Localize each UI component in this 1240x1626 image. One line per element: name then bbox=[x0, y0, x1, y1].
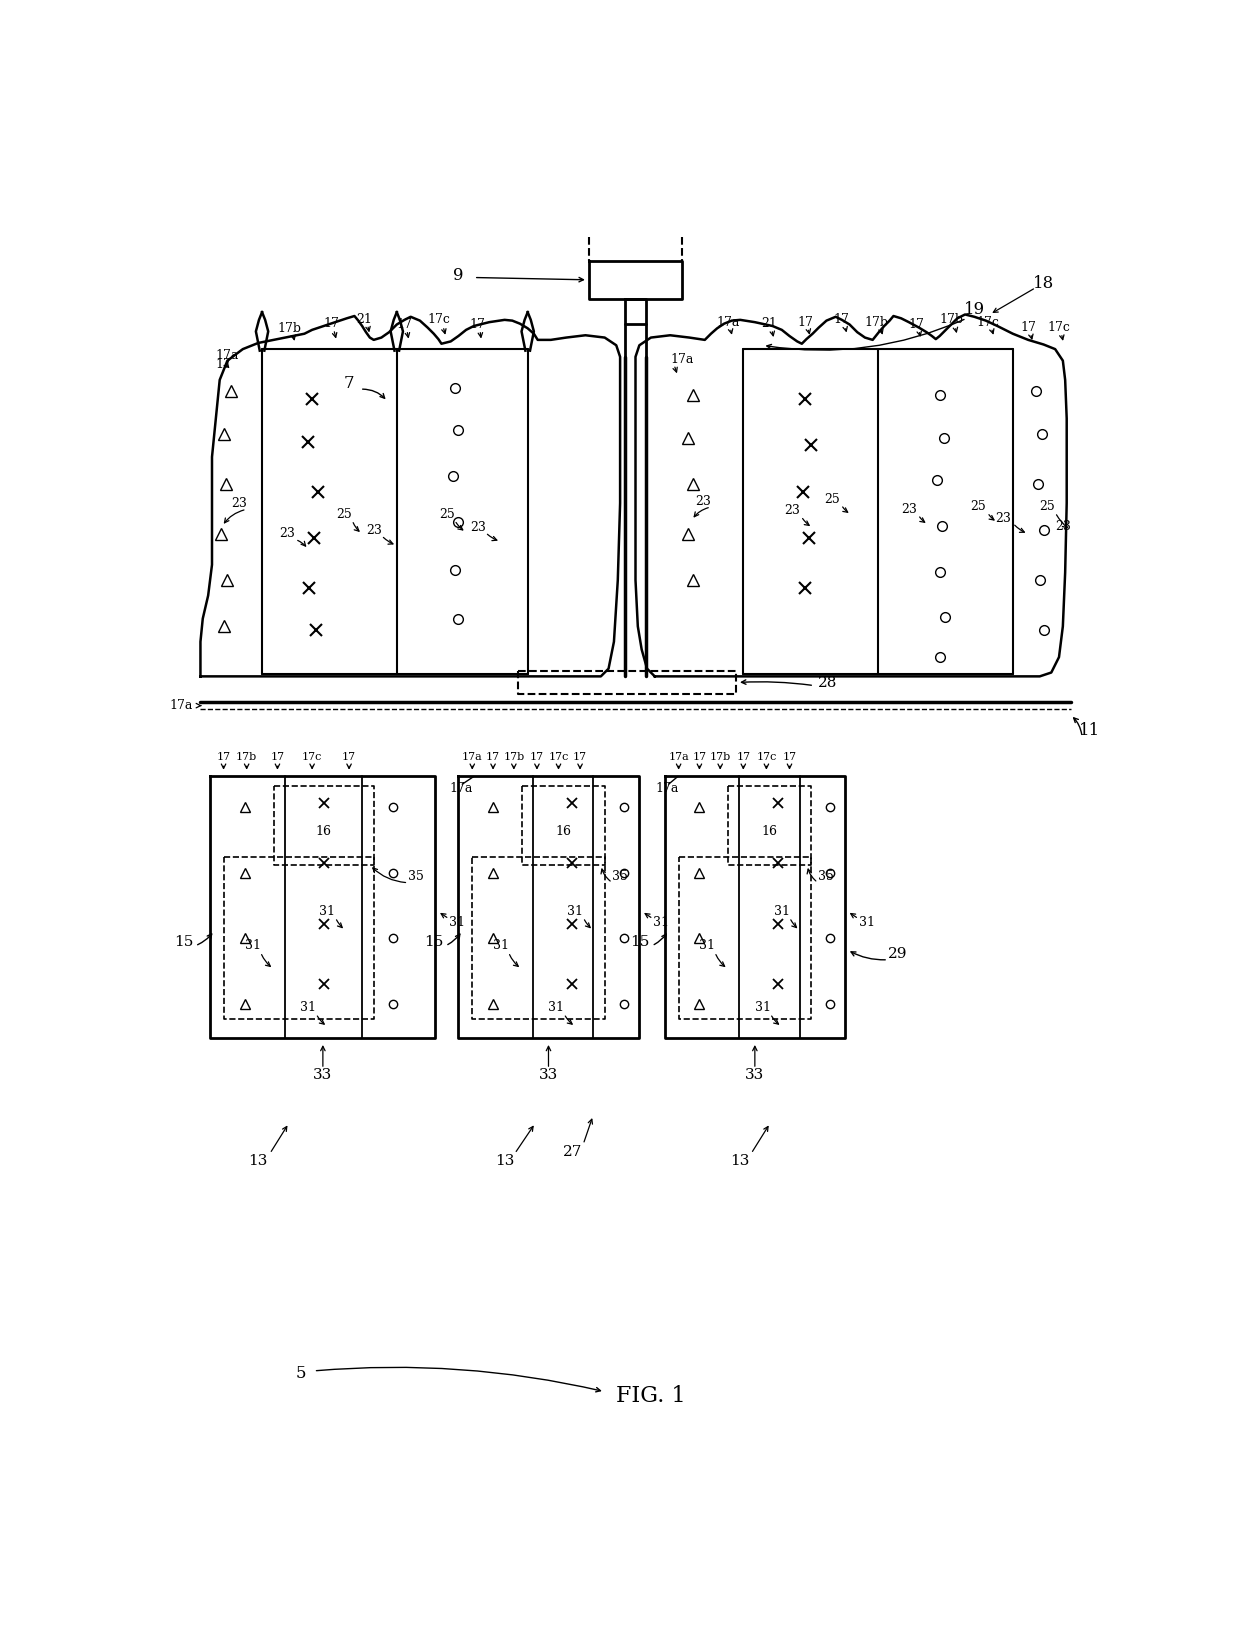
Text: 17b: 17b bbox=[503, 753, 525, 763]
Text: 5: 5 bbox=[295, 1364, 306, 1382]
Text: 17: 17 bbox=[835, 314, 849, 327]
Text: 13: 13 bbox=[495, 1154, 515, 1169]
Text: 25: 25 bbox=[336, 509, 352, 522]
Text: 35: 35 bbox=[817, 870, 833, 883]
Text: 27: 27 bbox=[563, 1145, 582, 1159]
Text: 15: 15 bbox=[174, 935, 193, 950]
Text: 31: 31 bbox=[858, 917, 874, 930]
Text: 17a: 17a bbox=[717, 315, 739, 328]
Text: 25: 25 bbox=[439, 509, 455, 522]
Text: 17a: 17a bbox=[668, 753, 689, 763]
Text: 25: 25 bbox=[1039, 501, 1055, 514]
Text: 15: 15 bbox=[630, 935, 650, 950]
Text: 18: 18 bbox=[1033, 275, 1054, 293]
Text: 23: 23 bbox=[901, 502, 916, 515]
Text: 17b: 17b bbox=[236, 753, 257, 763]
Text: 17: 17 bbox=[216, 358, 232, 371]
Text: 31: 31 bbox=[449, 917, 465, 930]
Text: FIG. 1: FIG. 1 bbox=[616, 1385, 686, 1408]
Text: 33: 33 bbox=[745, 1068, 765, 1083]
Text: 9: 9 bbox=[453, 267, 464, 285]
Text: 28: 28 bbox=[818, 675, 838, 689]
Text: 17b: 17b bbox=[277, 322, 301, 335]
Text: 23: 23 bbox=[366, 524, 382, 537]
Text: 17: 17 bbox=[270, 753, 284, 763]
Text: 17c: 17c bbox=[756, 753, 776, 763]
Text: 25: 25 bbox=[823, 493, 839, 506]
Text: 17: 17 bbox=[470, 319, 486, 332]
Text: 23: 23 bbox=[696, 494, 712, 507]
Text: 17a: 17a bbox=[170, 699, 192, 712]
Text: 17c: 17c bbox=[428, 314, 450, 327]
Text: 23: 23 bbox=[996, 512, 1012, 525]
Text: 17a: 17a bbox=[449, 782, 472, 795]
Text: 17: 17 bbox=[486, 753, 500, 763]
Text: 35: 35 bbox=[408, 870, 424, 883]
Text: 31: 31 bbox=[568, 904, 584, 917]
Text: 23: 23 bbox=[279, 527, 295, 540]
Text: 15: 15 bbox=[424, 935, 444, 950]
Text: 17c: 17c bbox=[977, 315, 999, 328]
Text: 21: 21 bbox=[761, 317, 776, 330]
Text: 35: 35 bbox=[613, 870, 627, 883]
Text: 13: 13 bbox=[248, 1154, 268, 1169]
Text: 17: 17 bbox=[737, 753, 750, 763]
Text: 23: 23 bbox=[784, 504, 800, 517]
Text: 31: 31 bbox=[699, 940, 715, 953]
Text: 31: 31 bbox=[300, 1002, 316, 1015]
Text: 13: 13 bbox=[730, 1154, 749, 1169]
Text: 17a: 17a bbox=[216, 350, 239, 361]
Text: 17: 17 bbox=[324, 317, 340, 330]
Text: 17: 17 bbox=[397, 319, 413, 332]
Text: 11: 11 bbox=[1079, 722, 1100, 738]
Text: 17: 17 bbox=[692, 753, 707, 763]
Text: 17b: 17b bbox=[864, 315, 889, 328]
Text: 16: 16 bbox=[556, 826, 572, 839]
Text: 16: 16 bbox=[761, 826, 777, 839]
Text: 17: 17 bbox=[217, 753, 231, 763]
Text: 17a: 17a bbox=[461, 753, 482, 763]
Text: 31: 31 bbox=[244, 940, 260, 953]
Text: 17: 17 bbox=[342, 753, 356, 763]
Text: 17c: 17c bbox=[548, 753, 569, 763]
Text: 31: 31 bbox=[653, 917, 668, 930]
Text: 23: 23 bbox=[470, 522, 486, 535]
Text: 16: 16 bbox=[316, 826, 331, 839]
Text: 17: 17 bbox=[1021, 320, 1037, 333]
Text: 33: 33 bbox=[314, 1068, 332, 1083]
Text: 7: 7 bbox=[343, 376, 355, 392]
Text: 17a: 17a bbox=[670, 353, 693, 366]
Text: 29: 29 bbox=[888, 946, 906, 961]
Text: 17: 17 bbox=[782, 753, 796, 763]
Text: 31: 31 bbox=[492, 940, 508, 953]
Text: 17a: 17a bbox=[656, 782, 678, 795]
Text: 17c: 17c bbox=[301, 753, 322, 763]
Text: 17: 17 bbox=[797, 315, 813, 328]
Text: 17b: 17b bbox=[939, 314, 963, 327]
Text: 23: 23 bbox=[231, 496, 247, 509]
Text: 17: 17 bbox=[529, 753, 544, 763]
Text: 23: 23 bbox=[1055, 520, 1071, 533]
Text: 17c: 17c bbox=[1048, 320, 1070, 333]
Text: 21: 21 bbox=[357, 312, 372, 325]
Text: 19: 19 bbox=[963, 301, 985, 317]
Text: 33: 33 bbox=[539, 1068, 558, 1083]
Text: 31: 31 bbox=[755, 1002, 770, 1015]
Text: 17b: 17b bbox=[709, 753, 730, 763]
Text: 31: 31 bbox=[774, 904, 790, 917]
Text: 25: 25 bbox=[970, 501, 986, 514]
Text: 31: 31 bbox=[320, 904, 336, 917]
Text: 17: 17 bbox=[573, 753, 587, 763]
Text: 17: 17 bbox=[909, 319, 925, 332]
Text: 31: 31 bbox=[548, 1002, 564, 1015]
